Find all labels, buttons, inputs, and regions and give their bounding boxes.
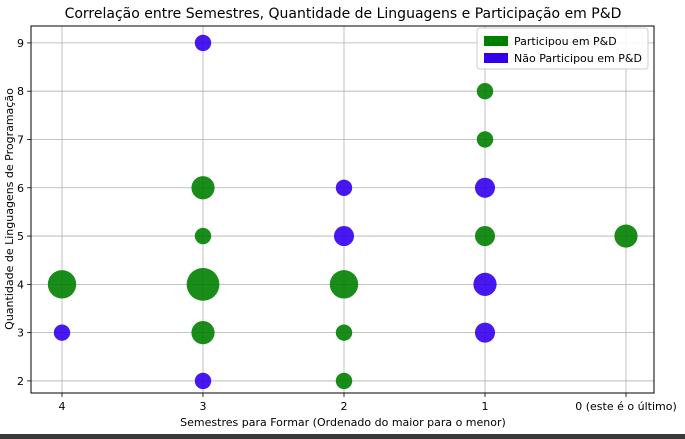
- legend-label: Participou em P&D: [514, 35, 617, 48]
- x-tick-label: 0 (este é o último): [575, 400, 677, 413]
- legend-box: [476, 27, 649, 70]
- data-point-participou: [614, 224, 638, 248]
- data-point-participou: [329, 270, 359, 299]
- data-points: [47, 34, 638, 390]
- data-point-participou: [186, 267, 220, 301]
- x-tick-label: 3: [200, 400, 207, 413]
- y-axis-ticks: 2 3 4 5 6 7 8 9: [17, 37, 31, 388]
- data-point-participou: [335, 372, 353, 390]
- x-tick-label: 4: [59, 400, 66, 413]
- y-tick-label: 8: [17, 85, 24, 98]
- data-point-nao-participou: [53, 324, 71, 341]
- data-point-participou: [474, 226, 496, 247]
- y-tick-label: 3: [17, 327, 24, 340]
- data-point-participou: [476, 82, 494, 100]
- data-point-participou: [476, 131, 494, 148]
- plot-area: [30, 25, 655, 394]
- data-point-participou: [191, 176, 215, 200]
- data-point-nao-participou: [335, 179, 353, 196]
- data-point-nao-participou: [473, 272, 497, 296]
- y-axis-label: Quantidade de Linguagens de Programação: [3, 88, 16, 330]
- x-tick-label: 2: [341, 400, 348, 413]
- data-point-participou: [194, 227, 212, 245]
- data-point-nao-participou: [194, 372, 212, 390]
- legend: Participou em P&D Não Participou em P&D: [476, 27, 649, 70]
- y-tick-label: 6: [17, 182, 24, 195]
- x-axis-label: Semestres para Formar (Ordenado do maior…: [180, 416, 506, 429]
- legend-swatch: [484, 36, 508, 46]
- x-axis-ticks: 4 3 2 1 0 (este é o último): [59, 393, 677, 413]
- data-point-nao-participou: [333, 226, 355, 247]
- data-point-participou: [335, 324, 353, 341]
- y-tick-label: 7: [17, 133, 24, 146]
- y-tick-label: 9: [17, 37, 24, 50]
- data-point-participou: [47, 270, 77, 299]
- window-bottom-edge: [0, 434, 685, 439]
- data-point-nao-participou: [474, 322, 496, 343]
- legend-swatch: [484, 53, 508, 63]
- chart-title: Correlação entre Semestres, Quantidade d…: [65, 6, 622, 22]
- y-tick-label: 2: [17, 375, 24, 388]
- data-point-nao-participou: [474, 177, 496, 198]
- y-tick-label: 4: [17, 278, 24, 291]
- legend-label: Não Participou em P&D: [514, 52, 642, 65]
- x-tick-label: 1: [482, 400, 489, 413]
- y-tick-label: 5: [17, 230, 24, 243]
- data-point-nao-participou: [194, 34, 212, 52]
- data-point-participou: [191, 321, 215, 345]
